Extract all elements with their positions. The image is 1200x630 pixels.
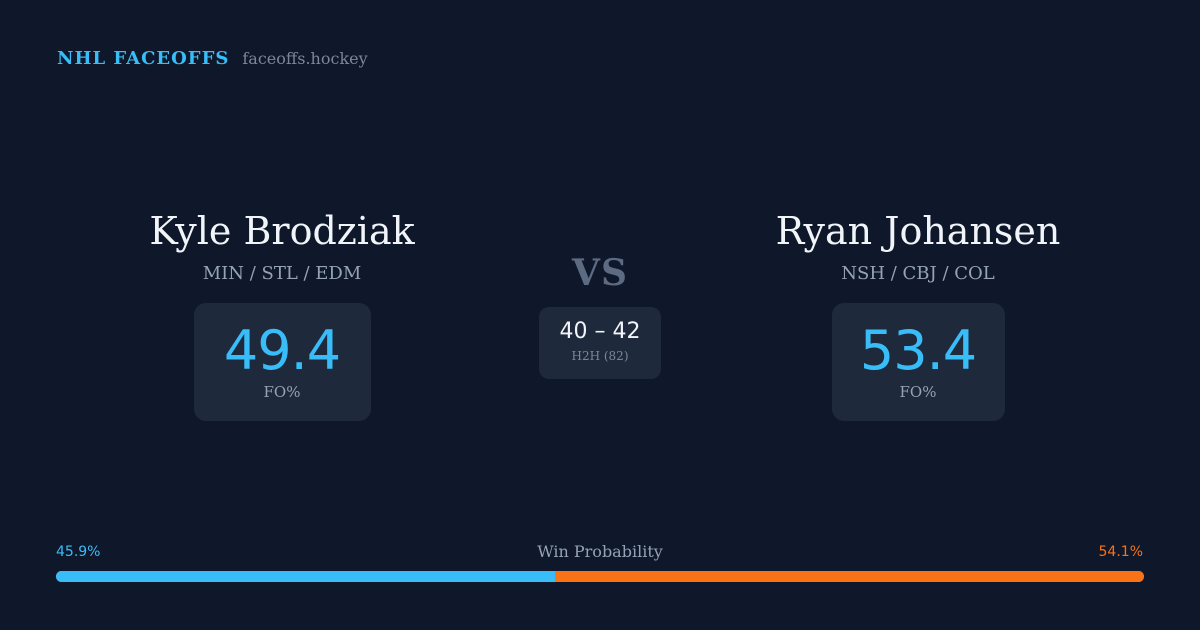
win-probability-fill-right — [555, 571, 1144, 582]
player-right: Ryan Johansen NSH / CBJ / COL 53.4 FO% — [688, 206, 1148, 421]
player-left: Kyle Brodziak MIN / STL / EDM 49.4 FO% — [52, 206, 512, 421]
versus-label: VS — [572, 252, 628, 294]
player-right-teams: NSH / CBJ / COL — [841, 263, 995, 284]
brand-domain: faceoffs.hockey — [242, 49, 368, 68]
win-probability-bar — [56, 571, 1144, 582]
win-probability-right: 54.1% — [1098, 544, 1143, 560]
win-probability-fill-left — [56, 571, 556, 582]
brand-name: NHL FACEOFFS — [57, 48, 230, 69]
brand-header: NHL FACEOFFS faceoffs.hockey — [57, 48, 368, 69]
player-right-fo-card: 53.4 FO% — [831, 303, 1005, 421]
player-left-teams: MIN / STL / EDM — [202, 263, 362, 284]
player-right-fo-value: 53.4 — [859, 319, 977, 382]
h2h-card: 40 – 42 H2H (82) — [539, 307, 661, 379]
win-probability-title: Win Probability — [537, 542, 663, 561]
player-right-name: Ryan Johansen — [775, 209, 1061, 253]
h2h-label: H2H (82) — [571, 349, 629, 363]
player-left-fo-card: 49.4 FO% — [193, 303, 371, 421]
win-probability-left: 45.9% — [56, 544, 101, 560]
h2h-score: 40 – 42 — [559, 319, 641, 344]
player-left-fo-value: 49.4 — [223, 319, 341, 382]
player-left-fo-label: FO% — [263, 383, 301, 401]
player-right-fo-label: FO% — [899, 383, 937, 401]
player-left-name: Kyle Brodziak — [149, 209, 415, 253]
